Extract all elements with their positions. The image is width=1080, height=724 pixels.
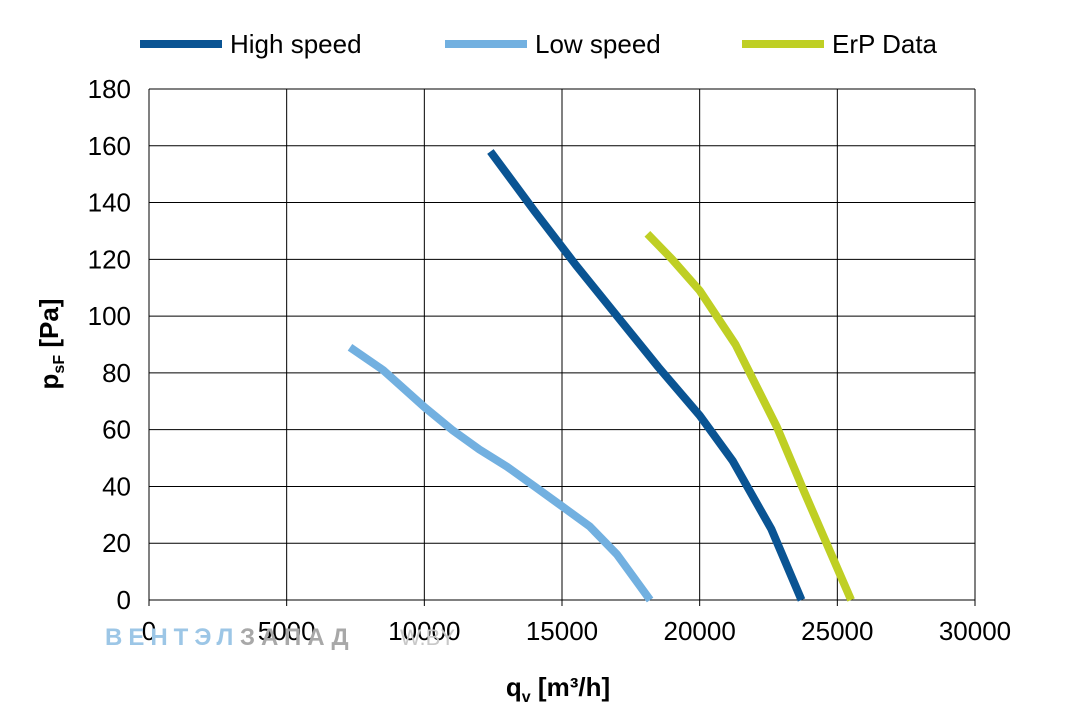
y-tick-label: 140 <box>88 188 131 218</box>
watermark: ВЕНТЭЛ ЗАПАД W.BY <box>105 624 455 651</box>
y-tick-label: 40 <box>102 471 131 501</box>
y-tick-label: 20 <box>102 528 131 558</box>
y-tick-label: 120 <box>88 244 131 274</box>
y-tick-label: 80 <box>102 358 131 388</box>
series-line-2 <box>347 344 654 603</box>
y-tick-label: 160 <box>88 131 131 161</box>
x-tick-label: 15000 <box>526 616 598 646</box>
series-line-3 <box>644 231 855 602</box>
legend-label: Low speed <box>535 29 661 59</box>
watermark-part-a: ВЕНТЭЛ <box>105 624 239 651</box>
watermark-part-b: ЗАПАД <box>240 624 355 651</box>
x-tick-label: 10000 <box>388 616 460 646</box>
y-axis-title: psF [Pa] <box>34 299 68 390</box>
y-tick-label: 0 <box>117 585 131 615</box>
x-tick-label: 0 <box>142 616 156 646</box>
x-axis-title: qv [m³/h] <box>506 672 610 706</box>
x-tick-label: 20000 <box>664 616 736 646</box>
y-tick-label: 60 <box>102 415 131 445</box>
x-tick-label: 30000 <box>939 616 1011 646</box>
x-tick-label: 5000 <box>258 616 316 646</box>
grid <box>148 88 976 606</box>
y-tick-label: 100 <box>88 301 131 331</box>
series-lines <box>347 149 855 603</box>
legend-label: ErP Data <box>832 29 938 59</box>
y-tick-label: 180 <box>88 74 131 104</box>
legend: High speed Low speed ErP Data <box>140 29 938 59</box>
axis-titles: qv [m³/h] psF [Pa] <box>34 299 610 706</box>
tick-labels: 0 20 40 60 80 100 120 140 160 180 0 5000 10000 15000 2… <box>88 74 1012 646</box>
series-line-1 <box>487 149 806 602</box>
legend-label: High speed <box>230 29 362 59</box>
watermark-part-c: W.BY <box>400 625 455 650</box>
x-tick-label: 25000 <box>801 616 873 646</box>
